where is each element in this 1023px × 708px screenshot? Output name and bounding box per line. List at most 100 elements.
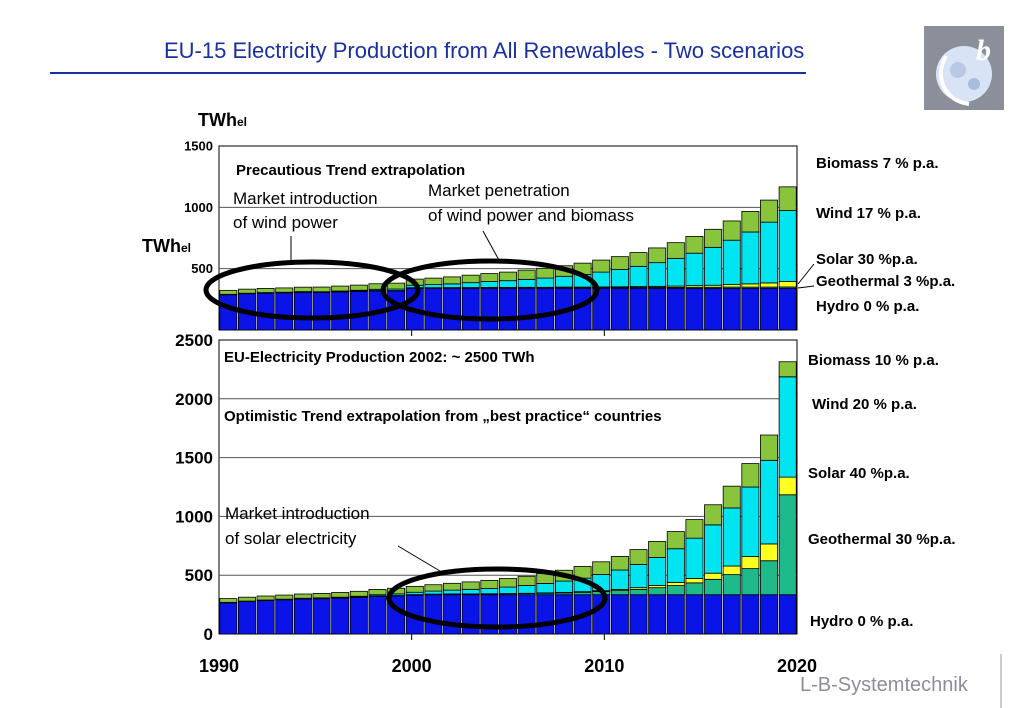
bottom-bar-2012-geothermal bbox=[629, 588, 648, 596]
bottom-bar-2013-wind bbox=[648, 557, 667, 586]
bottom-bar-2015-solar bbox=[685, 578, 704, 584]
top-bar-2007-hydro bbox=[536, 287, 555, 331]
top-bar-2010-biomass bbox=[592, 259, 611, 273]
top-bar-2005-biomass bbox=[499, 271, 517, 282]
top-bar-2013-wind bbox=[648, 262, 667, 287]
bottom-bar-2017-biomass bbox=[722, 485, 741, 509]
top-bar-2004-hydro bbox=[480, 287, 499, 331]
top-bar-2017-hydro bbox=[722, 287, 741, 331]
top-bar-2019-hydro bbox=[760, 287, 779, 331]
top-bar-2012-wind bbox=[629, 265, 648, 287]
bottom-bar-2015-hydro bbox=[685, 594, 704, 635]
top-annotation-line4: of wind power and biomass bbox=[428, 206, 635, 225]
top-bar-2015-biomass bbox=[685, 236, 704, 254]
bottom-bar-2016-geothermal bbox=[704, 578, 723, 596]
bottom-bar-2015-wind bbox=[685, 537, 704, 579]
top-bar-2003-hydro bbox=[461, 287, 480, 331]
bottom-bar-2019-wind bbox=[760, 459, 779, 545]
footer-divider bbox=[1000, 654, 1002, 708]
bottom-bar-2017-geothermal bbox=[722, 574, 741, 596]
bottom-bar-2020-geothermal bbox=[778, 494, 797, 596]
bottom-bar-1992-hydro bbox=[256, 600, 275, 635]
bottom-bar-2014-hydro bbox=[666, 594, 685, 635]
top-bar-2001-biomass bbox=[424, 277, 443, 286]
bottom-bar-1990-hydro bbox=[219, 602, 238, 635]
top-bar-2001-wind bbox=[424, 284, 443, 289]
top-bar-1996-biomass bbox=[331, 285, 350, 292]
top-bar-2018-wind bbox=[741, 231, 760, 285]
top-bar-2020-solar bbox=[778, 281, 797, 288]
bottom-annotation-line2: of solar electricity bbox=[225, 529, 357, 548]
bottom-bar-2020-wind bbox=[778, 376, 797, 478]
top-legend-geothermal: Geothermal 3 %p.a. bbox=[816, 273, 956, 290]
bottom-bar-1991-biomass bbox=[237, 596, 256, 602]
bottom-bar-2001-biomass bbox=[424, 584, 443, 592]
top-bar-2016-wind bbox=[704, 246, 723, 286]
bottom-bar-2017-wind bbox=[722, 507, 741, 567]
bottom-bar-2003-wind bbox=[461, 588, 480, 595]
bottom-highlight-ellipse bbox=[386, 566, 608, 630]
bottom-bar-2013-geothermal bbox=[648, 587, 667, 596]
top-y-axis-label-secondary: TWhel bbox=[142, 236, 191, 256]
top-bar-2020-biomass bbox=[778, 186, 797, 211]
top-bar-2005-hydro bbox=[499, 287, 517, 331]
top-y-axis-label: TWhel bbox=[198, 110, 247, 130]
bottom-bar-2017-hydro bbox=[722, 594, 741, 635]
bottom-bar-1997-hydro bbox=[349, 597, 368, 635]
top-bar-2007-biomass bbox=[536, 267, 555, 279]
top-highlight-ellipse-left bbox=[203, 259, 421, 321]
bottom-bar-2019-solar bbox=[760, 543, 779, 562]
top-bar-2004-wind bbox=[480, 281, 499, 288]
bottom-legend-wind: Wind 20 % p.a. bbox=[812, 396, 917, 413]
bottom-bar-2011-hydro bbox=[610, 594, 629, 635]
top-bar-2003-wind bbox=[461, 282, 480, 288]
bottom-bar-1995-hydro bbox=[312, 598, 331, 635]
bottom-bar-2002-wind bbox=[443, 589, 462, 595]
bottom-bar-2006-wind bbox=[517, 585, 536, 594]
top-bar-2012-biomass bbox=[629, 252, 648, 267]
bottom-bar-2008-hydro bbox=[554, 594, 573, 635]
bottom-x-tick-label: 2020 bbox=[777, 656, 817, 676]
top-bar-1994-hydro bbox=[293, 291, 312, 331]
top-bar-2011-hydro bbox=[610, 287, 629, 331]
bottom-annotation-line1: Market introduction bbox=[225, 504, 370, 523]
title-underline bbox=[50, 72, 806, 74]
bottom-y-tick-label: 1500 bbox=[175, 449, 213, 468]
bottom-legend-geothermal: Geothermal 30 %p.a. bbox=[808, 531, 956, 548]
bottom-bar-2014-biomass bbox=[666, 531, 685, 550]
top-bar-1992-hydro bbox=[256, 292, 275, 331]
top-bar-2012-hydro bbox=[629, 287, 648, 331]
top-bar-2020-wind bbox=[778, 210, 797, 282]
bottom-bar-2020-hydro bbox=[778, 594, 797, 635]
bottom-y-tick-label: 2500 bbox=[175, 331, 213, 350]
bottom-bar-1996-hydro bbox=[331, 597, 350, 635]
bottom-bar-2020-solar bbox=[778, 476, 797, 496]
bottom-bar-1998-hydro bbox=[368, 595, 387, 635]
top-annotation-line1: Market introduction bbox=[233, 189, 378, 208]
bottom-bar-2019-hydro bbox=[760, 594, 779, 635]
bottom-legend-hydro: Hydro 0 % p.a. bbox=[810, 613, 914, 630]
top-bar-2007-wind bbox=[536, 277, 555, 288]
bottom-y-tick-label: 1000 bbox=[175, 507, 213, 526]
top-bar-2006-biomass bbox=[517, 269, 536, 280]
top-bar-1997-biomass bbox=[349, 284, 368, 291]
top-bar-2016-hydro bbox=[704, 287, 723, 331]
bottom-x-tick-label: 1990 bbox=[199, 656, 239, 676]
bottom-bar-2013-hydro bbox=[648, 594, 667, 635]
bottom-bar-2014-wind bbox=[666, 548, 685, 583]
top-bar-2002-hydro bbox=[443, 287, 462, 331]
top-bar-2019-solar bbox=[760, 282, 779, 288]
bottom-y-tick-label: 2000 bbox=[175, 390, 213, 409]
bottom-bar-2018-solar bbox=[741, 556, 760, 570]
bottom-pointer-line bbox=[397, 545, 446, 575]
top-legend-geothermal-leader bbox=[797, 285, 815, 289]
bottom-legend-biomass: Biomass 10 % p.a. bbox=[808, 352, 939, 369]
top-bar-1990-biomass bbox=[219, 289, 238, 295]
bottom-x-tick-label: 2010 bbox=[584, 656, 624, 676]
bottom-bar-2018-hydro bbox=[741, 594, 760, 635]
logo-letter: b bbox=[976, 34, 991, 67]
bottom-bar-2010-biomass bbox=[592, 561, 611, 575]
bottom-bar-2018-wind bbox=[741, 486, 760, 558]
bottom-bar-1991-hydro bbox=[237, 601, 256, 635]
